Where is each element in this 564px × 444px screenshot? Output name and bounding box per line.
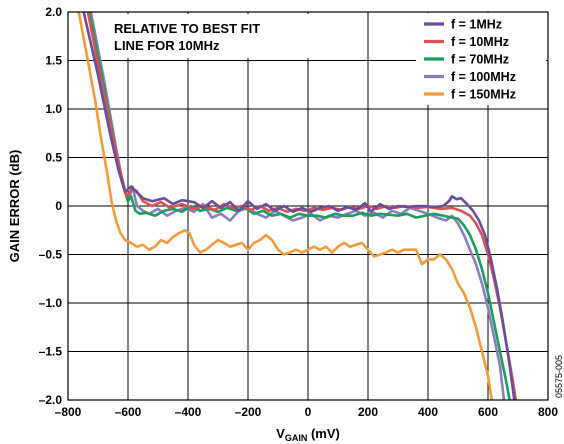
- x-tick-label: 600: [478, 405, 498, 419]
- x-tick-label: 800: [538, 405, 558, 419]
- x-tick-labels: –800 –600 –400 –200 0 200 400 600 800: [55, 405, 559, 419]
- x-tick-label: –800: [55, 405, 82, 419]
- legend-label: f = 150MHz: [451, 88, 516, 102]
- legend-label: f = 70MHz: [451, 53, 509, 67]
- y-tick-label: –1.5: [39, 345, 63, 359]
- x-axis-title-unit: (mV): [307, 426, 340, 441]
- x-tick-label: 400: [418, 405, 438, 419]
- annotation-line-1: RELATIVE TO BEST FIT: [114, 21, 260, 36]
- x-axis-title-main: V: [276, 426, 285, 441]
- y-tick-labels: 2.0 1.5 1.0 0.5 0 –0.5 –1.0 –1.5 –2.0: [39, 5, 63, 407]
- legend-label: f = 1MHz: [451, 18, 502, 32]
- y-tick-label: 1.5: [45, 54, 62, 68]
- x-axis-title-subscript: GAIN: [285, 433, 308, 443]
- legend-label: f = 100MHz: [451, 70, 516, 84]
- plot-frame: [67, 11, 549, 401]
- y-tick-label: –0.5: [39, 248, 63, 262]
- chart-legend: f = 1MHz f = 10MHz f = 70MHz f = 100MHz f = …: [424, 18, 516, 102]
- figure-id: 05575-005: [554, 355, 564, 398]
- series-line-f-10mhz: [86, 12, 518, 400]
- y-axis-title: GAIN ERROR (dB): [7, 150, 22, 263]
- x-tick-label: –400: [175, 405, 202, 419]
- series-layer: [77, 12, 518, 400]
- annotation-line-2: LINE FOR 10MHz: [114, 38, 220, 53]
- series-line-f-70mhz: [88, 12, 511, 400]
- y-tick-label: –2.0: [39, 393, 63, 407]
- annotation-box: [106, 14, 312, 58]
- y-tick-label: 1.0: [45, 102, 62, 116]
- x-tick-label: –200: [235, 405, 262, 419]
- y-tick-label: 2.0: [45, 5, 62, 19]
- x-tick-label: 200: [358, 405, 378, 419]
- y-tick-label: 0: [55, 199, 62, 213]
- x-tick-label: –600: [115, 405, 142, 419]
- x-axis-title: VGAIN (mV): [276, 426, 340, 443]
- y-tick-label: 0.5: [45, 151, 62, 165]
- y-tick-label: –1.0: [39, 296, 63, 310]
- series-line-f-1mhz: [82, 12, 516, 400]
- series-line-f-150mhz: [77, 12, 494, 400]
- x-tick-label: 0: [305, 405, 312, 419]
- legend-label: f = 10MHz: [451, 35, 509, 49]
